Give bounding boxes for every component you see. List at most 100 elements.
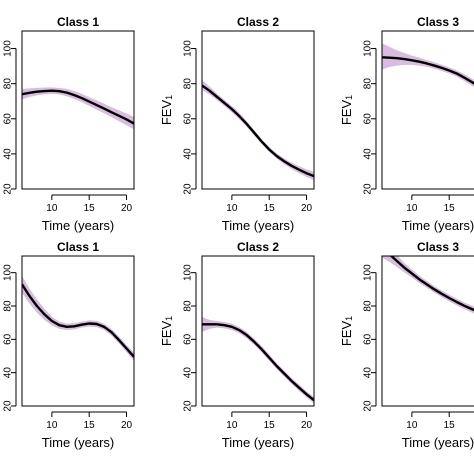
confidence-band-1 <box>22 276 134 361</box>
y-tick-label: 100 <box>183 264 194 281</box>
confidence-band-1 <box>22 87 134 130</box>
panel-title: Class 2 <box>237 15 279 29</box>
data-point <box>36 305 38 307</box>
y-tick-label: 20 <box>363 400 374 412</box>
data-point <box>246 123 248 125</box>
plot-frame <box>21 255 135 407</box>
y-tick-label: 100 <box>363 40 374 57</box>
data-point <box>81 97 83 99</box>
plot-frame <box>201 255 315 407</box>
y-tick-label: 100 <box>3 264 14 281</box>
data-point <box>403 267 405 269</box>
data-point <box>261 141 263 143</box>
data-point <box>223 102 225 104</box>
y-tick-label: 60 <box>183 333 194 345</box>
data-point <box>231 108 233 110</box>
x-tick-label: 15 <box>444 203 456 214</box>
y-tick-label: 20 <box>3 400 14 412</box>
confidence-band-1 <box>202 316 314 404</box>
data-point <box>111 331 113 333</box>
data-point <box>268 357 270 359</box>
plot-frame <box>381 30 474 190</box>
x-tick-label: 20 <box>121 203 133 214</box>
data-point <box>246 334 248 336</box>
x-tick-label: 10 <box>46 203 58 214</box>
data-point <box>305 393 308 395</box>
panel-4: Class 1 10 15 20 Time (years) 20 40 60 80 100 <box>3 240 135 450</box>
data-point <box>58 324 60 326</box>
data-point <box>43 313 46 315</box>
data-point <box>66 92 68 94</box>
data-point <box>103 326 105 328</box>
y-tick-label: 80 <box>363 300 374 312</box>
data-point <box>291 165 293 167</box>
y-tick-label: 100 <box>183 40 194 57</box>
x-tick-label: 10 <box>406 203 418 214</box>
data-point <box>51 90 53 92</box>
data-point <box>96 323 98 325</box>
data-point <box>448 69 450 72</box>
y-tick-label: 60 <box>3 113 14 125</box>
y-tick-label: 40 <box>363 367 374 379</box>
y-tick-label: 40 <box>183 148 194 160</box>
y-tick-label: 60 <box>3 333 14 345</box>
data-point <box>216 323 218 325</box>
data-point <box>471 81 473 83</box>
y-tick-label: 80 <box>3 300 14 312</box>
y-axis-label: FEV1 <box>159 316 175 346</box>
data-point <box>58 90 60 92</box>
panel-title: Class 3 <box>417 15 459 29</box>
data-point <box>238 329 240 331</box>
x-axis-label: Time (years) <box>222 218 294 233</box>
plot-frame <box>201 30 315 190</box>
trajectory-line-1 <box>22 89 134 125</box>
panel-title: Class 1 <box>57 240 99 254</box>
data-point <box>433 288 435 290</box>
data-point <box>208 90 211 92</box>
data-point <box>51 320 53 322</box>
y-tick-label: 60 <box>363 113 374 125</box>
data-point <box>433 64 435 67</box>
data-point <box>298 387 300 389</box>
data-point <box>411 272 413 275</box>
y-tick-label: 40 <box>3 148 14 160</box>
plot-frame <box>381 255 474 407</box>
data-point <box>28 295 31 297</box>
y-tick-label: 80 <box>3 78 14 90</box>
data-point <box>418 61 420 63</box>
x-tick-label: 15 <box>84 203 96 214</box>
data-point <box>456 72 458 75</box>
data-point <box>223 324 225 326</box>
data-point <box>88 100 90 103</box>
panel-title: Class 1 <box>57 15 99 29</box>
data-point <box>291 380 293 382</box>
data-point <box>208 323 211 325</box>
x-tick-label: 10 <box>46 420 58 431</box>
y-tick-label: 60 <box>363 333 374 345</box>
y-tick-label: 60 <box>183 113 194 125</box>
trajectory-line-1 <box>22 283 134 358</box>
data-point <box>426 283 428 285</box>
data-point <box>441 293 443 295</box>
data-point <box>388 57 391 59</box>
trajectory-line-1 <box>382 56 474 85</box>
trajectory-line-1 <box>389 256 474 312</box>
x-axis-label: Time (years) <box>42 218 114 233</box>
x-tick-label: 20 <box>301 203 313 214</box>
y-tick-label: 20 <box>3 183 14 195</box>
y-tick-label: 80 <box>183 300 194 312</box>
data-point <box>268 148 270 151</box>
y-tick-label: 40 <box>183 367 194 379</box>
trajectory-line-1 <box>202 323 314 402</box>
data-point <box>305 172 308 174</box>
plot-frame <box>21 30 135 190</box>
panel-1: Class 1 10 15 20 Time (years) 20 40 60 80 100 <box>3 15 135 233</box>
x-tick-label: 20 <box>121 420 133 431</box>
y-tick-label: 80 <box>363 78 374 90</box>
data-point <box>103 108 105 110</box>
data-point <box>389 254 390 255</box>
x-tick-label: 15 <box>264 420 276 431</box>
data-point <box>448 297 450 299</box>
data-point <box>231 326 233 328</box>
